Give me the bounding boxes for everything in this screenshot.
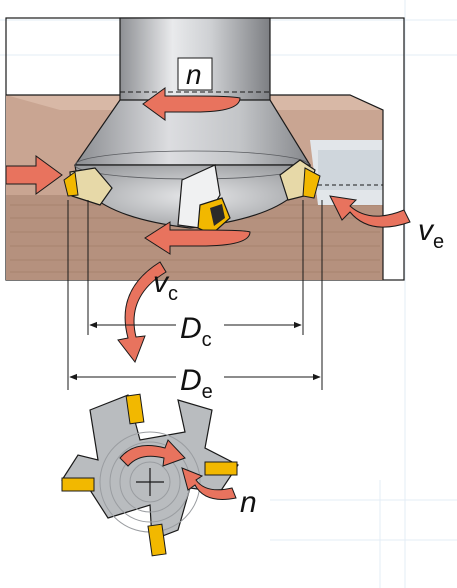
rotation-arrow-lower-icon bbox=[144, 221, 251, 255]
n-bottom-label: n bbox=[240, 486, 257, 519]
n-top-label-box bbox=[177, 57, 213, 91]
ve-arrow-icon bbox=[329, 195, 411, 228]
insert-bottom-bottom bbox=[147, 523, 167, 557]
insert-bottom-right bbox=[204, 461, 238, 476]
de-label-bg bbox=[176, 360, 224, 394]
crosshair-icon bbox=[136, 468, 164, 496]
ve-label: ve bbox=[418, 214, 444, 253]
cutting-speed-arrow-icon bbox=[117, 261, 167, 364]
insert-bottom-left bbox=[61, 477, 95, 492]
insert-front bbox=[197, 197, 231, 235]
cutter-bottom-view bbox=[61, 393, 239, 557]
de-label: De bbox=[180, 364, 213, 403]
rotation-arrow-top-icon bbox=[142, 87, 241, 121]
n-bottom-arrow-icon bbox=[181, 467, 237, 500]
vc-label: vc bbox=[153, 266, 178, 305]
insert-bottom-top bbox=[125, 393, 145, 425]
rotation-arrow-bottom-icon bbox=[119, 439, 186, 467]
insert-right bbox=[279, 159, 321, 201]
dc-label: Dc bbox=[180, 312, 212, 351]
feed-arrow-icon bbox=[5, 155, 63, 195]
dc-label-bg bbox=[176, 308, 224, 342]
n-top-label: n bbox=[186, 59, 202, 90]
insert-left bbox=[63, 167, 113, 206]
